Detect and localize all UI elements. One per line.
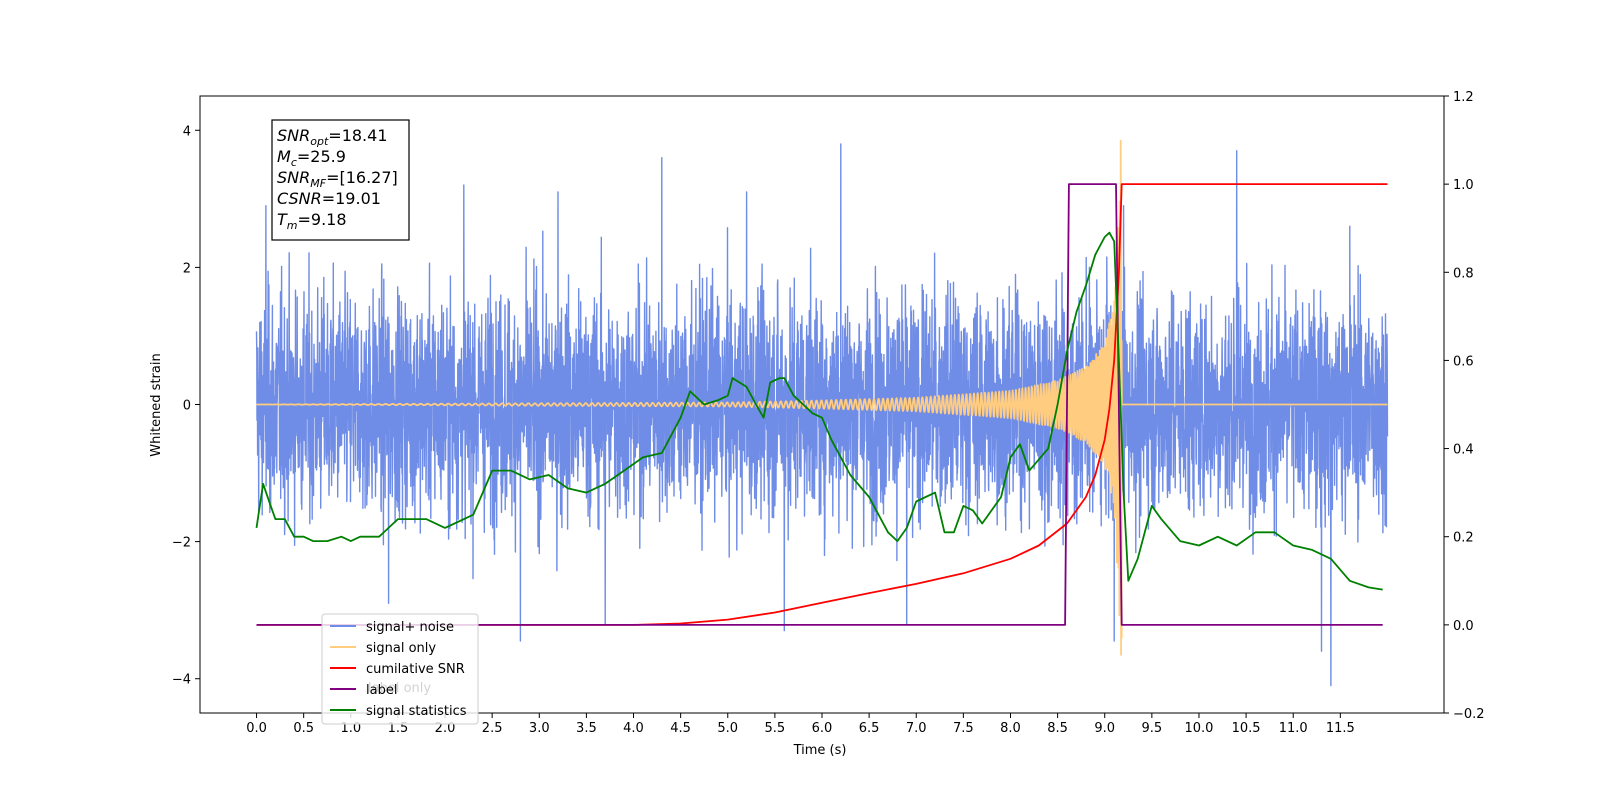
y-right-tick-label: 0.0 [1453, 619, 1474, 634]
x-tick-label: 6.5 [859, 721, 880, 736]
x-tick-label: 8.0 [1000, 721, 1021, 736]
x-tick-label: 2.5 [482, 721, 503, 736]
y-axis-label-left: Whitened strain [149, 353, 164, 456]
info-box-entry: Tm=9.18 [277, 210, 347, 232]
series-layer [255, 139, 1389, 687]
x-tick-label: 7.0 [906, 721, 927, 736]
series-line-signal-statistics [255, 231, 1383, 591]
legend-label: signal+ noise [366, 620, 454, 635]
y-left-tick-label: 0 [183, 399, 191, 414]
legend-label: cumilative SNR [366, 662, 465, 677]
x-tick-label: 0.0 [246, 721, 267, 736]
y-left-tick-label: −2 [172, 536, 191, 551]
y-right-tick-label: 0.6 [1453, 354, 1474, 369]
x-tick-label: 11.0 [1279, 721, 1308, 736]
x-tick-label: 8.5 [1047, 721, 1068, 736]
y-right-tick-label: 1.0 [1453, 178, 1474, 193]
x-tick-label: 11.5 [1326, 721, 1355, 736]
info-box-entry: SNRopt=18.41 [277, 126, 388, 148]
y-left-tick-label: 4 [183, 124, 191, 139]
x-tick-label: 2.0 [435, 721, 456, 736]
legend-label: signal statistics [366, 704, 467, 719]
x-tick-label: 3.0 [529, 721, 550, 736]
x-tick-label: 9.0 [1094, 721, 1115, 736]
legend-label: signal only [366, 641, 436, 656]
info-box-entry: SNRMF=[16.27] [277, 168, 398, 190]
y-right-tick-label: 0.4 [1453, 443, 1474, 458]
y-right-tick-label: 0.8 [1453, 266, 1474, 281]
x-tick-label: 10.5 [1232, 721, 1261, 736]
x-tick-label: 4.0 [623, 721, 644, 736]
legend-label: label [366, 683, 397, 698]
x-tick-label: 1.5 [388, 721, 409, 736]
series-line-signal-noise [255, 143, 1389, 687]
x-tick-label: 3.5 [576, 721, 597, 736]
info-box-entry: Mc=25.9 [277, 147, 346, 169]
y-axis-left: −4 −2 0 2 4 [172, 124, 200, 688]
legend-frame [321, 613, 479, 725]
x-tick-label: 5.5 [765, 721, 786, 736]
y-left-tick-label: 2 [183, 261, 191, 276]
x-tick-label: 9.5 [1142, 721, 1163, 736]
info-box-frame [271, 119, 410, 241]
y-right-tick-label: 0.2 [1453, 531, 1474, 546]
info-box: SNRopt=18.41Mc=25.9SNRMF=[16.27]CSNR=19.… [271, 119, 410, 241]
series-line-label [256, 183, 1383, 626]
x-tick-label: 5.0 [717, 721, 738, 736]
x-tick-label: 6.0 [812, 721, 833, 736]
x-tick-label: 10.0 [1184, 721, 1213, 736]
y-right-tick-label: 1.2 [1453, 90, 1474, 105]
x-tick-label: 1.0 [340, 721, 361, 736]
x-tick-label: 0.5 [293, 721, 314, 736]
x-axis-label: Time (s) [793, 743, 847, 758]
x-tick-label: 7.5 [953, 721, 974, 736]
x-tick-label: 4.5 [670, 721, 691, 736]
y-right-tick-label: −0.2 [1453, 707, 1485, 722]
legend-hidden-label: label only [368, 681, 431, 696]
y-left-tick-label: −4 [172, 673, 191, 688]
info-box-entry: CSNR=19.01 [277, 189, 381, 208]
y-axis-right: −0.2 0.0 0.2 0.4 0.6 0.8 1.0 1.2 [1444, 90, 1485, 722]
series-line-signal-only [255, 139, 1389, 656]
x-axis: 0.0 0.5 1.0 1.5 2.0 2.5 3.0 3.5 4.0 4.5 5.0 5.5 6.0 6… [246, 713, 1355, 736]
legend: label only signal+ noise signal only cumila… [321, 613, 479, 725]
